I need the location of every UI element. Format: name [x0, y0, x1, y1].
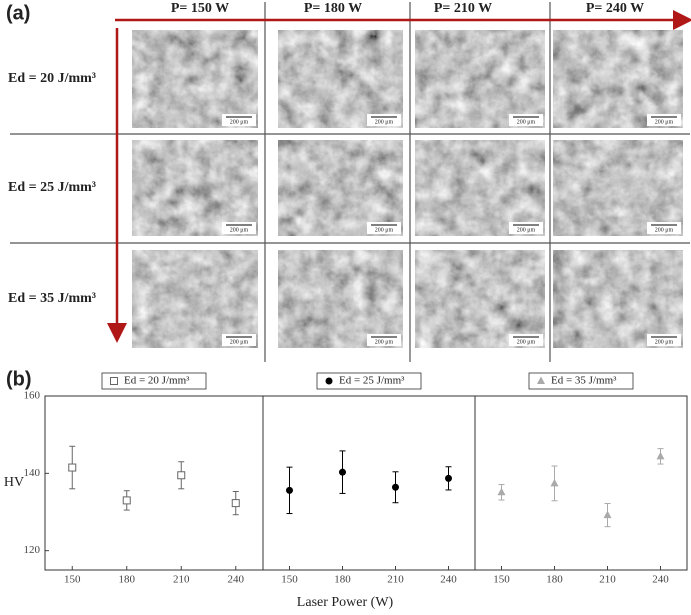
scale-bar-label: 200 μm	[230, 339, 249, 345]
point	[286, 486, 293, 494]
scale-bar-label: 200 μm	[655, 227, 674, 233]
row-header: Ed = 20 J/mm³	[8, 71, 96, 86]
point	[110, 377, 118, 385]
column-header: P= 240 W	[586, 1, 644, 16]
micrograph	[278, 250, 403, 348]
micrograph	[553, 140, 683, 236]
x-axis-label: Laser Power (W)	[297, 595, 394, 610]
micrograph	[415, 140, 545, 236]
x-tick-label: 180	[334, 574, 351, 586]
micrograph	[415, 30, 545, 128]
scale-bar-label: 200 μm	[230, 227, 249, 233]
plot-frame	[262, 395, 476, 571]
legend-box	[316, 372, 422, 390]
x-tick-label: 180	[546, 574, 563, 586]
micrograph	[553, 250, 683, 348]
micrograph	[553, 30, 683, 128]
x-tick-label: 150	[64, 574, 81, 586]
point	[550, 478, 559, 487]
scale-bar-label: 200 μm	[517, 339, 536, 345]
column-header: P= 210 W	[434, 1, 492, 16]
legend-box	[528, 372, 634, 390]
row-header: Ed = 25 J/mm³	[8, 180, 96, 195]
column-header: P= 180 W	[304, 1, 362, 16]
micrograph	[132, 30, 258, 128]
scale-bar-label: 200 μm	[655, 339, 674, 345]
point	[497, 487, 506, 496]
x-tick-label: 210	[387, 574, 404, 586]
x-tick-label: 240	[652, 574, 669, 586]
x-tick-label: 180	[119, 574, 136, 586]
legend-label: Ed = 25 J/mm³	[339, 375, 405, 387]
micrograph	[415, 250, 545, 348]
legend-label: Ed = 20 J/mm³	[124, 375, 190, 387]
point	[445, 474, 452, 482]
x-tick-label: 210	[599, 574, 616, 586]
plot-frame	[44, 395, 264, 571]
panel-label: (b)	[6, 368, 32, 390]
point	[122, 496, 131, 505]
y-tick-label: 140	[24, 467, 41, 479]
panel-label: (a)	[6, 2, 30, 24]
y-axis-label: HV	[4, 475, 24, 490]
x-tick-label: 150	[281, 574, 298, 586]
point	[339, 468, 346, 476]
x-tick-label: 240	[440, 574, 457, 586]
scale-bar-label: 200 μm	[375, 119, 394, 125]
micrograph	[278, 30, 403, 128]
y-tick-label: 120	[24, 544, 41, 556]
scale-bar-label: 200 μm	[655, 119, 674, 125]
scale-bar-label: 200 μm	[230, 119, 249, 125]
scale-bar-label: 200 μm	[375, 227, 394, 233]
plot-frame	[474, 395, 688, 571]
point	[537, 376, 545, 384]
legend-label: Ed = 35 J/mm³	[551, 375, 617, 387]
row-header: Ed = 35 J/mm³	[8, 291, 96, 306]
point	[392, 483, 399, 491]
micrograph	[278, 140, 403, 236]
grid-frame	[10, 2, 690, 362]
x-tick-label: 150	[493, 574, 510, 586]
point	[325, 377, 333, 385]
point	[177, 471, 186, 480]
scale-bar-label: 200 μm	[517, 227, 536, 233]
y-tick-label: 160	[24, 390, 41, 402]
point	[603, 510, 612, 519]
x-tick-label: 210	[173, 574, 190, 586]
scale-bar-label: 200 μm	[517, 119, 536, 125]
micrograph	[132, 140, 258, 236]
column-header: P= 150 W	[171, 1, 229, 16]
scale-bar-label: 200 μm	[375, 339, 394, 345]
point	[656, 451, 665, 460]
point	[231, 499, 240, 508]
point	[68, 463, 77, 472]
micrograph	[132, 250, 258, 348]
x-tick-label: 240	[228, 574, 245, 586]
legend-box	[101, 372, 207, 390]
